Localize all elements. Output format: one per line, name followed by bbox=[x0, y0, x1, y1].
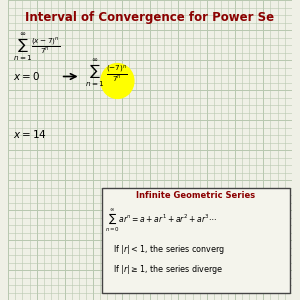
Text: $x = 14$: $x = 14$ bbox=[13, 128, 46, 140]
Text: $\sum_{n=1}^{\infty}$: $\sum_{n=1}^{\infty}$ bbox=[85, 58, 104, 89]
Text: Infinite Geometric Series: Infinite Geometric Series bbox=[136, 191, 256, 200]
Text: $\frac{(-7)^n}{7^n}$: $\frac{(-7)^n}{7^n}$ bbox=[106, 63, 128, 84]
Text: Interval of Convergence for Power Se: Interval of Convergence for Power Se bbox=[26, 11, 275, 23]
Circle shape bbox=[101, 64, 134, 98]
FancyBboxPatch shape bbox=[102, 188, 290, 292]
Text: If $|r|< 1$, the series converg: If $|r|< 1$, the series converg bbox=[113, 243, 225, 256]
Text: $\sum_{n=0}^{\infty} ar^n = a + ar^1 + ar^2 + ar^3 \cdots$: $\sum_{n=0}^{\infty} ar^n = a + ar^1 + a… bbox=[105, 207, 217, 234]
Text: $x = 0$: $x = 0$ bbox=[13, 70, 40, 83]
Text: If $|r|\geq 1$, the series diverge: If $|r|\geq 1$, the series diverge bbox=[113, 262, 224, 275]
Text: $\sum_{n=1}^{\infty} \frac{(x-7)^n}{7^n}$: $\sum_{n=1}^{\infty} \frac{(x-7)^n}{7^n}… bbox=[13, 32, 60, 63]
